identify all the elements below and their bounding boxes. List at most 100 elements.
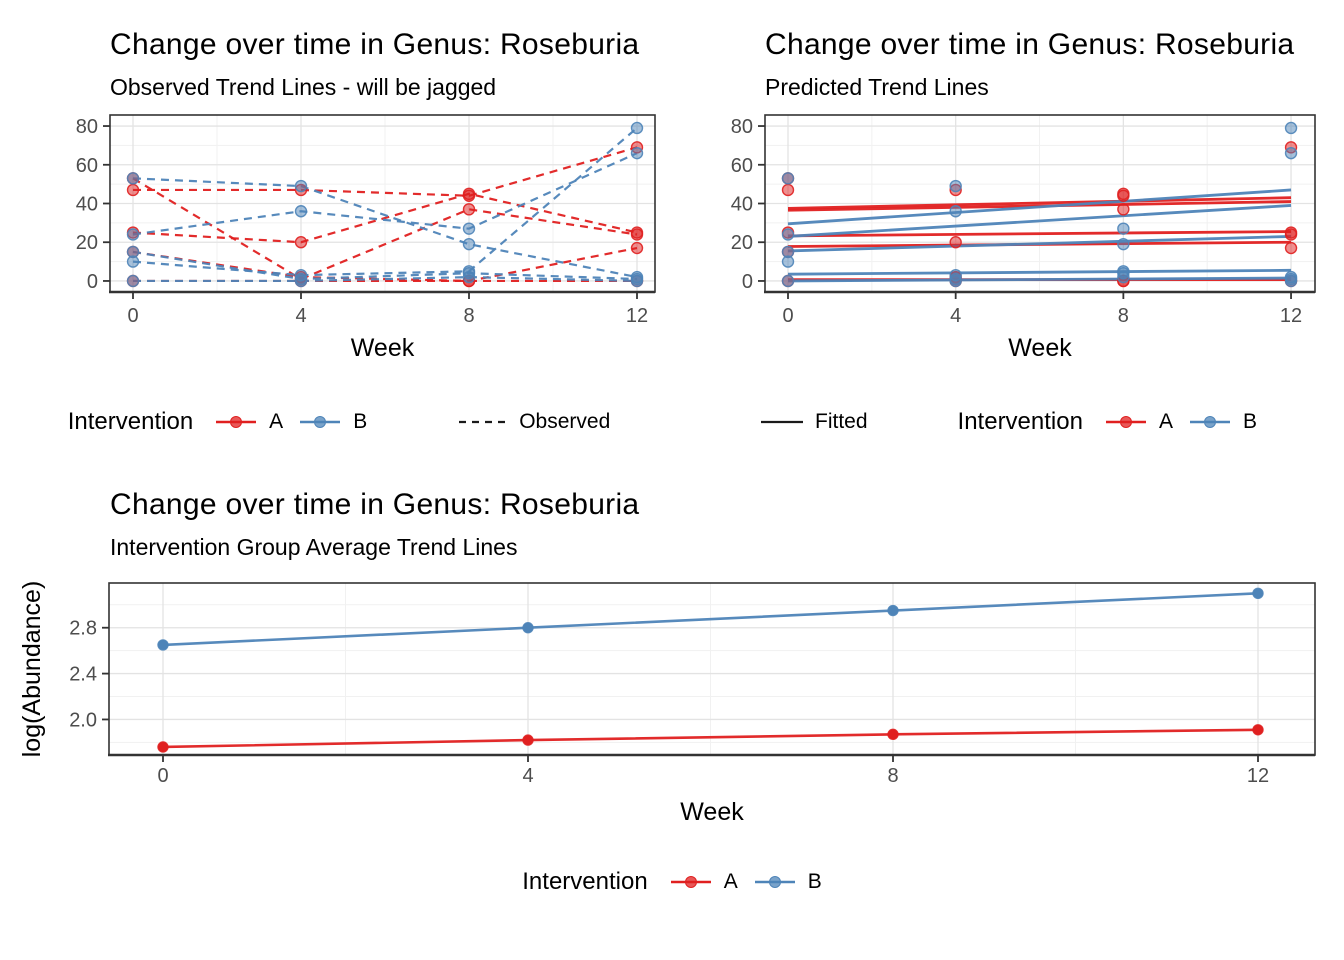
data-points: [781, 121, 1298, 288]
data-point: [949, 179, 962, 193]
data-point: [630, 146, 644, 160]
data-point: [294, 236, 308, 249]
svg-text:4: 4: [295, 305, 306, 327]
series-line: [132, 250, 638, 281]
legend-item-intervention-b: B: [752, 870, 822, 894]
svg-text:0: 0: [782, 305, 793, 327]
series-line: [133, 275, 638, 283]
legend-item-label: Observed: [519, 410, 611, 433]
data-point: [887, 604, 899, 617]
observed-trends-plot: 0 4 8 12 0 20 40 60 80 Week: [76, 114, 656, 362]
data-point: [1284, 226, 1298, 239]
line-with-point-icon: [300, 416, 341, 428]
series-line: [162, 728, 1259, 749]
data-point: [630, 121, 644, 135]
line-with-point-icon: [754, 876, 795, 888]
svg-text:0: 0: [127, 305, 138, 327]
legend-title: Intervention: [67, 408, 194, 435]
data-point: [949, 205, 962, 218]
data-point: [126, 183, 140, 197]
fitted-line: [787, 230, 1292, 238]
series-line: [162, 592, 1259, 647]
svg-text:4: 4: [950, 305, 961, 327]
chart-title: Change over time in Genus: Roseburia: [765, 28, 1295, 61]
data-point: [462, 187, 476, 201]
svg-text:60: 60: [76, 155, 98, 177]
data-point: [630, 274, 644, 288]
chart-title: Change over time in Genus: Roseburia: [110, 28, 640, 61]
svg-text:12: 12: [626, 305, 648, 327]
svg-text:4: 4: [522, 765, 533, 787]
data-point: [1117, 237, 1130, 251]
data-point: [887, 728, 899, 741]
data-point: [781, 245, 795, 259]
line-with-point-icon: [1189, 416, 1230, 428]
legend-item-intervention-a: A: [668, 870, 738, 894]
fitted-line: [787, 268, 1292, 276]
data-points: [157, 587, 1264, 753]
svg-text:8: 8: [463, 305, 474, 327]
svg-text:20: 20: [76, 232, 98, 254]
data-point: [522, 622, 534, 634]
data-point: [1284, 241, 1298, 255]
svg-text:2.4: 2.4: [69, 664, 97, 686]
fitted-line: [787, 204, 1292, 238]
trend-lines: [162, 592, 1259, 749]
series-line: [132, 177, 638, 279]
legend-item-label: Fitted: [815, 410, 868, 433]
legend-item-intervention-b: B: [1187, 410, 1257, 434]
legend-item-label: A: [723, 870, 738, 893]
data-point: [1284, 274, 1298, 288]
panel-background: [109, 583, 1315, 755]
solid-line-icon: [761, 420, 803, 424]
legend-item-intervention-a: A: [213, 410, 283, 434]
group-average-plot: 0 4 8 12 2.0 2.4 2.8 Week log(Abundance): [18, 581, 1316, 826]
series-line: [132, 127, 638, 277]
chart-subtitle: Intervention Group Average Trend Lines: [110, 534, 518, 560]
svg-text:0: 0: [157, 765, 168, 787]
legend-item-intervention-a: A: [1103, 410, 1173, 434]
legend-item-label: B: [1242, 410, 1257, 433]
legend-item-intervention-b: B: [297, 410, 367, 434]
series-line: [132, 192, 638, 244]
svg-text:80: 80: [731, 116, 753, 138]
axes: 0 4 8 12 0 20 40 60 80 Week: [731, 116, 1315, 362]
legend-title: Intervention: [957, 408, 1083, 435]
svg-text:8: 8: [1118, 305, 1129, 327]
fitted-line: [787, 188, 1292, 226]
svg-text:12: 12: [1247, 765, 1269, 787]
fitted-line: [787, 235, 1292, 253]
legend-title: Intervention: [522, 868, 648, 895]
chart-title: Change over time in Genus: Roseburia: [110, 488, 640, 521]
data-point: [462, 222, 476, 235]
data-point: [949, 274, 962, 288]
svg-text:60: 60: [731, 155, 753, 177]
svg-text:0: 0: [742, 271, 753, 293]
data-points: [126, 121, 644, 288]
svg-text:20: 20: [731, 232, 753, 254]
data-point: [522, 734, 534, 746]
series-line: [132, 152, 638, 236]
data-point: [157, 741, 169, 753]
svg-text:0: 0: [87, 271, 98, 293]
data-point: [462, 237, 476, 251]
axes: 0 4 8 12 0 20 40 60 80 Week: [76, 116, 655, 362]
data-point: [949, 236, 962, 249]
svg-text:40: 40: [76, 194, 98, 216]
trend-lines: [787, 188, 1292, 283]
data-point: [126, 245, 140, 259]
svg-text:Week: Week: [351, 334, 415, 362]
series-line: [133, 146, 638, 197]
chart-subtitle: Observed Trend Lines - will be jagged: [110, 74, 497, 100]
line-with-point-icon: [216, 416, 257, 428]
dashed-line-icon: [459, 420, 508, 424]
legend-predicted: Fitted Intervention A B: [672, 408, 1344, 436]
data-point: [126, 228, 140, 241]
legend-item-label: B: [807, 870, 822, 893]
fitted-line: [787, 196, 1292, 210]
data-point: [126, 172, 140, 185]
predicted-trends-figure: Change over time in Genus: Roseburia Pre…: [672, 0, 1344, 460]
chart-subtitle: Predicted Trend Lines: [765, 74, 989, 100]
axes: 0 4 8 12 2.0 2.4 2.8 Week log(Abundance): [18, 581, 1315, 826]
